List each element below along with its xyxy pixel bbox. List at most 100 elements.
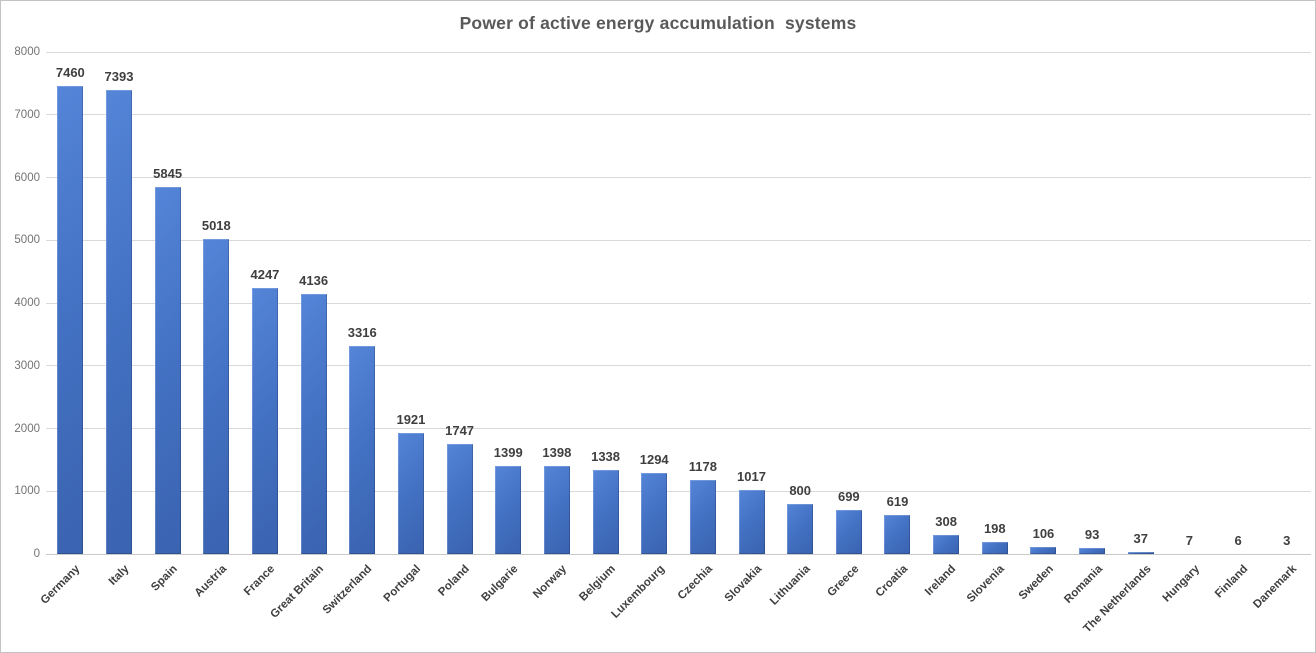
bar-slot-the-netherlands: 37 The Netherlands xyxy=(1081,52,1165,635)
value-label-luxembourg: 1294 xyxy=(639,451,669,467)
bar-slot-finland: 6 Finland xyxy=(1213,52,1263,600)
value-label-spain: 5845 xyxy=(153,166,183,182)
bar-belgium[interactable] xyxy=(592,470,619,554)
bar-slot-switzerland: 3316 Switzerland xyxy=(321,52,387,616)
y-tick-label-1000: 1000 xyxy=(14,485,40,498)
bar-lithuania[interactable] xyxy=(787,503,814,554)
gridline-2000 xyxy=(46,428,1311,429)
value-label-lithuania: 800 xyxy=(789,482,812,498)
bar-slot-germany: 7460 Germany xyxy=(39,52,95,606)
x-tick-label-bulgarie: Bulgarie xyxy=(479,563,521,605)
bar-slot-great-britain: 4136 Great Britain xyxy=(268,52,338,621)
bar-slot-czechia: 1178 Czechia xyxy=(676,52,728,603)
bar-slovenia[interactable] xyxy=(981,541,1008,554)
x-tick-label-slovenia: Slovenia xyxy=(965,563,1008,605)
x-tick-label-spain: Spain xyxy=(149,563,181,594)
y-tick-label-4000: 4000 xyxy=(14,297,40,309)
x-tick-label-norway: Norway xyxy=(531,563,570,601)
bar-slot-bulgarie: 1399 Bulgarie xyxy=(480,52,533,604)
value-label-portugal: 1921 xyxy=(396,412,426,428)
y-tick-label-5000: 5000 xyxy=(14,234,40,247)
x-tick-label-ireland: Ireland xyxy=(923,563,959,599)
chart-title: Power of active energy accumulation syst… xyxy=(459,13,857,33)
bar-greece[interactable] xyxy=(835,510,862,554)
bar-austria[interactable] xyxy=(203,239,230,554)
value-label-greece: 699 xyxy=(837,489,860,505)
bar-great-britain[interactable] xyxy=(300,294,327,554)
bar-ireland[interactable] xyxy=(933,534,960,554)
value-label-hungary: 7 xyxy=(1185,532,1194,548)
y-tick-label-2000: 2000 xyxy=(14,422,40,435)
x-tick-label-italy: Italy xyxy=(106,563,132,588)
bar-sweden[interactable] xyxy=(1030,547,1057,554)
bar-slot-poland: 1747 Poland xyxy=(435,52,484,599)
bar-slot-norway: 1398 Norway xyxy=(532,52,582,601)
gridline-7000 xyxy=(46,114,1311,116)
value-label-finland: 6 xyxy=(1234,532,1242,548)
gridline-6000 xyxy=(46,177,1311,178)
x-tick-label-germany: Germany xyxy=(39,563,83,607)
x-tick-label-hungary: Hungary xyxy=(1160,563,1202,605)
value-label-norway: 1398 xyxy=(542,445,572,461)
bar-the-netherlands[interactable] xyxy=(1127,551,1154,554)
value-label-slovakia: 1017 xyxy=(737,469,766,485)
x-tick-label-austria: Austria xyxy=(192,563,229,600)
bar-slot-romania: 93 Romania xyxy=(1062,52,1117,606)
bar-slot-luxembourg: 1294 Luxembourg xyxy=(609,52,679,620)
x-tick-label-greece: Greece xyxy=(825,563,862,600)
x-tick-label-sweden: Sweden xyxy=(1016,563,1056,603)
x-tick-label-finland: Finland xyxy=(1213,563,1251,601)
y-tick-label-7000: 7000 xyxy=(14,108,40,121)
value-label-croatia: 619 xyxy=(886,494,909,510)
bar-italy[interactable] xyxy=(105,90,132,554)
bar-slot-croatia: 619 Croatia xyxy=(873,52,922,600)
plot-area: 0 1000 2000 3000 4000 5000 6000 7000 8000 7460 Ge… xyxy=(14,46,1311,635)
x-tick-label-lithuania: Lithuania xyxy=(768,563,813,608)
value-label-poland: 1747 xyxy=(445,423,475,439)
value-label-bulgarie: 1399 xyxy=(493,445,523,461)
bar-germany[interactable] xyxy=(57,85,84,554)
value-label-romania: 93 xyxy=(1084,527,1100,543)
value-label-great-britain: 4136 xyxy=(299,273,329,289)
value-label-danemark: 3 xyxy=(1283,532,1291,548)
bar-slot-hungary: 7 Hungary xyxy=(1160,52,1214,604)
bar-luxembourg[interactable] xyxy=(641,472,668,554)
x-tick-label-portugal: Portugal xyxy=(381,563,424,605)
gridline-0 xyxy=(46,553,1311,555)
bar-slot-slovakia: 1017 Slovakia xyxy=(723,52,776,605)
bar-slovakia[interactable] xyxy=(738,490,765,554)
bar-slot-danemark: 3 Danemark xyxy=(1251,52,1311,611)
value-label-czechia: 1178 xyxy=(688,459,717,475)
gridline-3000 xyxy=(46,365,1311,367)
x-tick-label-poland: Poland xyxy=(436,563,473,599)
bar-slot-austria: 5018 Austria xyxy=(192,52,241,600)
value-label-germany: 7460 xyxy=(55,64,85,80)
bar-bulgarie[interactable] xyxy=(495,466,522,554)
bar-slot-sweden: 106 Sweden xyxy=(1017,52,1068,602)
x-tick-label-switzerland: Switzerland xyxy=(321,563,375,617)
bar-poland[interactable] xyxy=(446,444,473,554)
value-label-sweden: 106 xyxy=(1032,526,1055,542)
bars-container: 7460 Germany 7393 Italy 5845 Spain 5018 Austria… xyxy=(39,52,1311,635)
bar-slot-lithuania: 800 Lithuania xyxy=(768,52,825,608)
bar-slot-slovenia: 198 Slovenia xyxy=(965,52,1019,605)
bar-spain[interactable] xyxy=(154,187,181,554)
bar-slot-italy: 7393 Italy xyxy=(95,52,144,588)
x-tick-label-france: France xyxy=(242,563,278,599)
value-label-italy: 7393 xyxy=(104,69,134,85)
bar-switzerland[interactable] xyxy=(349,345,376,554)
x-tick-label-belgium: Belgium xyxy=(577,563,619,604)
bar-slot-portugal: 1921 Portugal xyxy=(382,52,436,604)
bar-romania[interactable] xyxy=(1079,548,1106,554)
bar-portugal[interactable] xyxy=(397,433,424,554)
bar-norway[interactable] xyxy=(543,466,570,554)
bar-slot-france: 4247 France xyxy=(241,52,290,598)
bar-czechia[interactable] xyxy=(689,480,716,554)
bar-slot-belgium: 1338 Belgium xyxy=(577,52,630,604)
bar-france[interactable] xyxy=(251,287,278,554)
value-label-austria: 5018 xyxy=(201,218,231,234)
y-tick-label-8000: 8000 xyxy=(14,46,40,58)
x-tick-label-czechia: Czechia xyxy=(676,563,716,603)
bar-croatia[interactable] xyxy=(884,515,911,554)
